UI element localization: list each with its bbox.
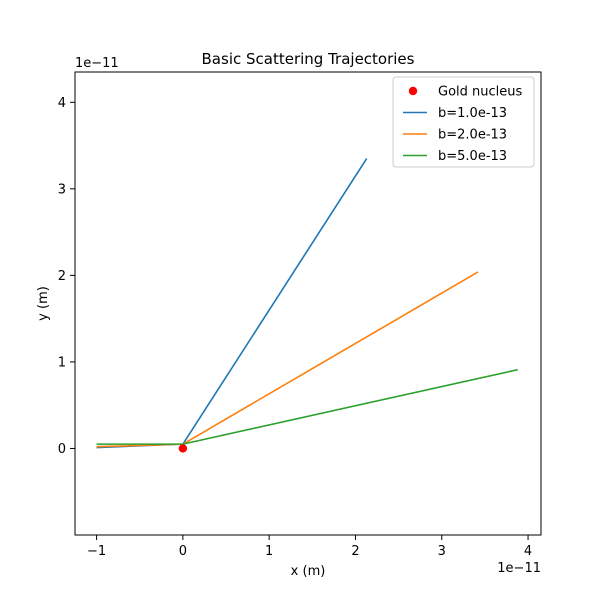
legend: Gold nucleus b=1.0e-13 b=2.0e-13 b=5.0e-13	[392, 76, 535, 168]
x-tick-label: 3	[438, 544, 446, 559]
legend-label-nucleus: Gold nucleus	[438, 85, 522, 100]
y-tick-label: 0	[58, 442, 66, 457]
y-axis-label: y (m)	[36, 286, 51, 321]
axes-frame	[74, 71, 542, 536]
y-axis-offset-label: 1e−11	[75, 56, 119, 71]
plot-area	[96, 158, 518, 453]
x-axis-ticks: −1 0 1 2 3 4	[87, 535, 532, 559]
x-tick-label: 2	[351, 544, 359, 559]
x-tick-label: −1	[87, 544, 106, 559]
x-tick-label: 1	[265, 544, 273, 559]
y-tick-label: 3	[58, 182, 66, 197]
x-axis-label: x (m)	[291, 564, 326, 579]
chart-title: Basic Scattering Trajectories	[202, 50, 415, 68]
legend-label-2: b=2.0e-13	[438, 128, 507, 143]
legend-label-1: b=1.0e-13	[438, 106, 507, 121]
gold-nucleus-point	[178, 444, 188, 453]
x-tick-label: 4	[524, 544, 532, 559]
x-axis-offset-label: 1e−11	[497, 561, 541, 576]
x-tick-label: 0	[179, 544, 187, 559]
y-tick-label: 4	[58, 96, 66, 111]
y-tick-label: 2	[58, 269, 66, 284]
legend-frame	[392, 76, 535, 168]
legend-label-3: b=5.0e-13	[438, 149, 507, 164]
y-tick-label: 1	[58, 355, 66, 370]
legend-marker-nucleus	[408, 86, 418, 96]
y-axis-ticks: 0 1 2 3 4	[58, 96, 75, 457]
series-line-3	[96, 368, 518, 445]
